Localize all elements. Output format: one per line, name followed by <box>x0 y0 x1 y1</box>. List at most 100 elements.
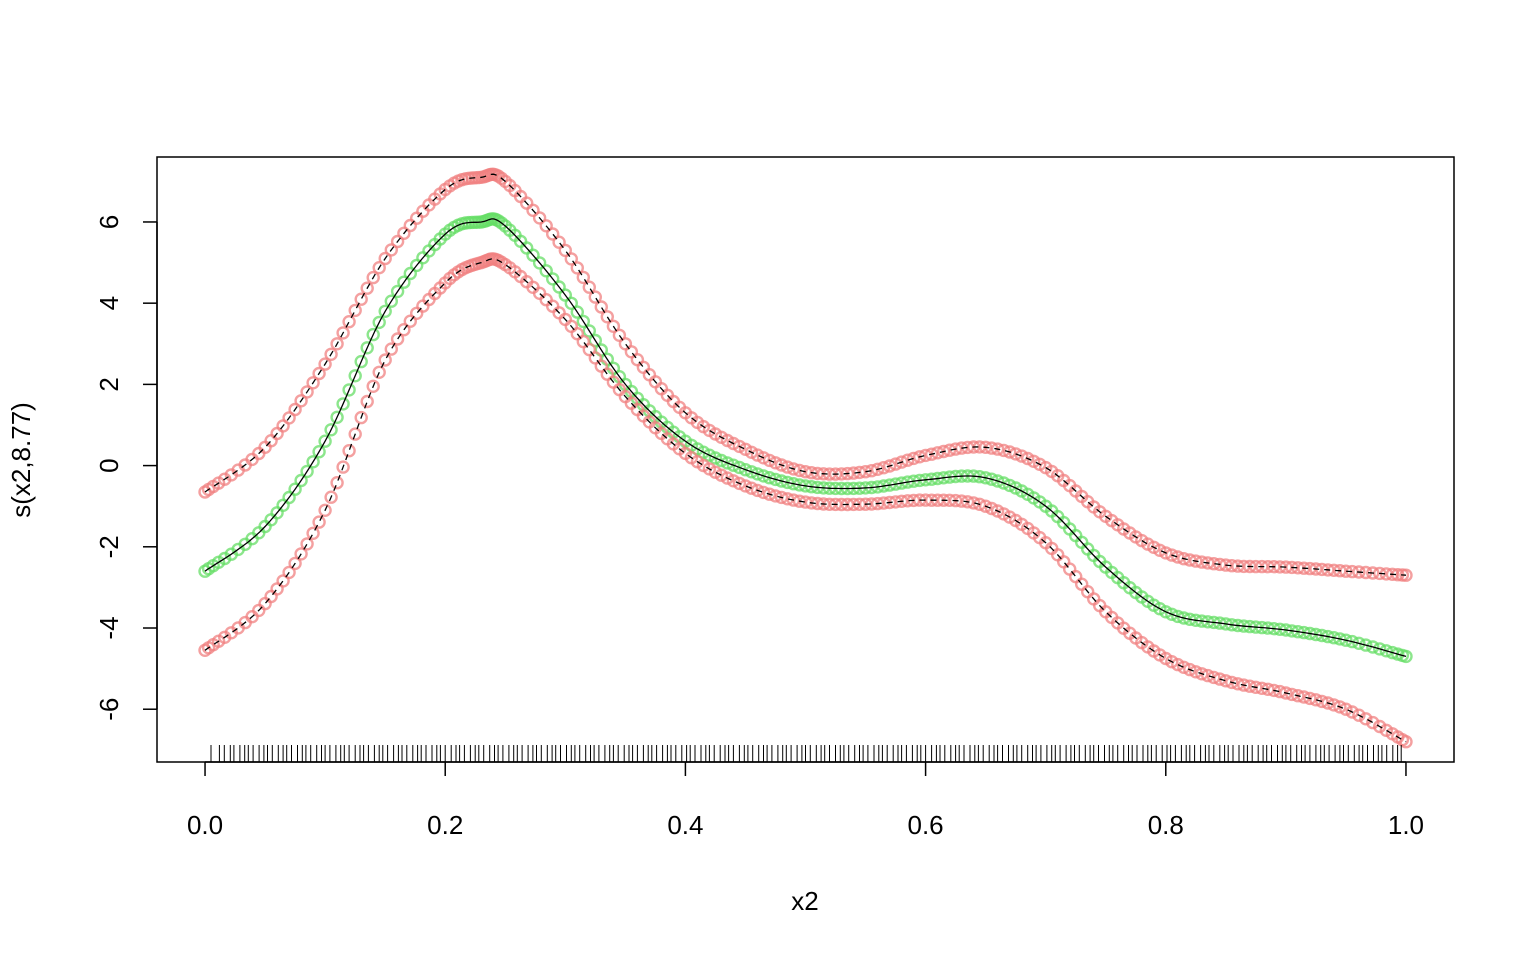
x-tick-label: 0.6 <box>908 810 944 840</box>
upper-band-point <box>390 234 405 249</box>
fit-point <box>997 476 1011 490</box>
lower-band-point <box>336 460 350 474</box>
upper-band-point <box>888 457 903 471</box>
upper-band-point <box>552 235 566 249</box>
fit-point <box>774 474 789 488</box>
upper-band-point <box>397 226 411 241</box>
fit-point <box>1309 627 1323 642</box>
upper-band-point <box>786 462 801 476</box>
fit-point <box>882 478 897 492</box>
upper-band-point <box>1333 564 1347 578</box>
upper-band-point <box>582 280 596 294</box>
upper-band-point <box>990 442 1005 456</box>
lower-band-point <box>403 314 417 328</box>
fit-point <box>708 451 723 465</box>
upper-band-point <box>348 303 362 318</box>
upper-band-point <box>936 444 951 459</box>
lower-band-point <box>1201 668 1215 683</box>
upper-band-point <box>1009 447 1023 461</box>
lower-band-point <box>390 332 405 346</box>
fit-point <box>768 472 783 487</box>
lower-band-point <box>1303 691 1317 706</box>
upper-band-point <box>532 211 547 225</box>
fit-point <box>792 478 807 492</box>
fit-point <box>1303 626 1317 641</box>
lower-band-point <box>1213 672 1227 686</box>
upper-band-point <box>384 243 398 257</box>
fit-point <box>984 472 999 486</box>
lower-band-point <box>750 483 765 498</box>
upper-band-point <box>870 462 885 476</box>
upper-band-point <box>354 292 368 306</box>
fit-point <box>1352 636 1366 650</box>
upper-band-point <box>1372 566 1387 581</box>
fit-point <box>526 248 540 262</box>
upper-band-point <box>1003 445 1017 459</box>
x-tick-label: 0.2 <box>427 810 463 840</box>
fit-point <box>324 423 338 437</box>
upper-band-point <box>858 465 873 479</box>
fit-point <box>978 471 993 485</box>
fit-point <box>384 294 398 308</box>
lower-band-point <box>1273 684 1287 699</box>
fit-point <box>990 474 1005 488</box>
upper-band-point <box>864 464 879 478</box>
lower-band-point <box>312 515 326 529</box>
x-tick-label: 0.0 <box>187 810 223 840</box>
lower-band-point <box>1359 712 1373 726</box>
lower-band-point <box>384 342 398 356</box>
lower-band-point <box>378 353 392 367</box>
fit-point <box>354 354 368 369</box>
fit-point <box>552 280 566 294</box>
fit-point <box>300 464 314 479</box>
y-axis-title: s(x2,8.77) <box>6 402 36 518</box>
upper-band-point <box>546 227 560 241</box>
upper-band-point <box>576 270 590 285</box>
fit-point <box>390 284 405 299</box>
lower-band-point <box>1315 694 1329 709</box>
x-tick-label: 0.4 <box>667 810 703 840</box>
fit-point <box>318 434 332 448</box>
lower-band-point <box>978 499 993 513</box>
fit-point <box>372 315 386 330</box>
y-tick-label: -2 <box>94 535 124 558</box>
upper-band-point <box>1189 554 1203 568</box>
lower-band-point <box>1352 708 1366 722</box>
upper-band-point <box>600 310 614 324</box>
fit-point <box>1321 629 1335 644</box>
fit-point <box>378 304 392 318</box>
lower-band-point <box>1285 687 1299 702</box>
fit-point <box>876 479 891 493</box>
fit-point <box>582 324 596 338</box>
fit-point <box>1183 612 1197 626</box>
rug-marks <box>210 745 1402 762</box>
lower-band-point <box>1225 675 1239 690</box>
fit-point <box>786 477 801 491</box>
upper-band-point <box>366 270 380 285</box>
fit-point <box>1379 644 1394 658</box>
fit-point <box>403 266 417 281</box>
fit-point <box>1339 633 1353 647</box>
fit-line <box>204 218 1407 658</box>
upper-band-point <box>570 261 584 275</box>
lower-band-point <box>276 574 290 588</box>
y-tick-label: 2 <box>94 377 124 391</box>
lower-band-point <box>792 494 807 508</box>
lower-band-point <box>780 492 795 506</box>
lower-band-point <box>1189 665 1203 679</box>
upper-band-point <box>918 448 933 463</box>
fit-point <box>1327 631 1341 645</box>
fit-point <box>744 465 759 479</box>
upper-band-point <box>300 385 314 399</box>
plot-box <box>156 156 1455 763</box>
upper-band-point <box>774 458 789 472</box>
fit-point <box>1359 638 1373 652</box>
upper-band-point <box>798 465 813 479</box>
fit-point <box>342 383 356 397</box>
lower-band-point <box>1321 696 1335 710</box>
x-tick-label: 0.8 <box>1148 810 1184 840</box>
fit-point <box>750 467 765 481</box>
lower-band-point <box>1183 662 1197 677</box>
fit-point <box>564 296 578 310</box>
